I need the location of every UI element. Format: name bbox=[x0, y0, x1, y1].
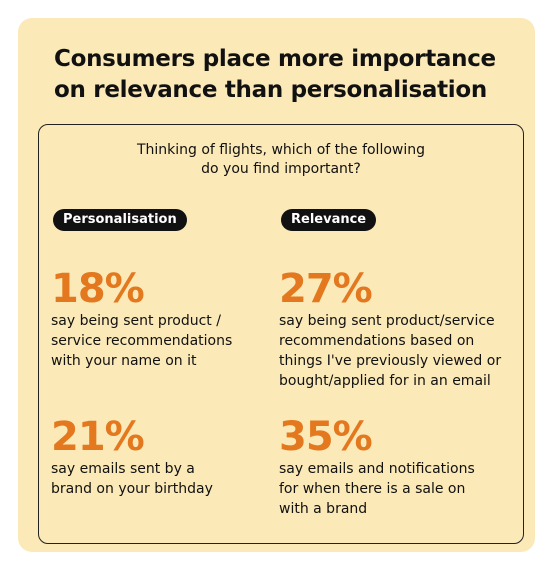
stat-line: service recommendations bbox=[51, 333, 233, 349]
question-line-2: do you find important? bbox=[201, 161, 361, 177]
stat-description: say being sent product/service recommend… bbox=[279, 311, 501, 391]
stat-line: say being sent product / bbox=[51, 313, 221, 329]
stat-personalisation-name: 18% say being sent product / service rec… bbox=[51, 267, 232, 371]
survey-question: Thinking of flights, which of the follow… bbox=[39, 141, 523, 179]
infographic-card: Consumers place more importance on relev… bbox=[18, 18, 535, 552]
stat-line: things I've previously viewed or bbox=[279, 353, 502, 369]
stat-value: 35% bbox=[279, 414, 373, 460]
stat-line: say emails sent by a bbox=[51, 461, 195, 477]
stat-description: say being sent product / service recomme… bbox=[51, 311, 232, 371]
personalisation-column: Personalisation 18% say being sent produ… bbox=[51, 209, 266, 497]
stat-line: recommendations based on bbox=[279, 333, 475, 349]
stat-relevance-sale: 35% say emails and notifications for whe… bbox=[279, 415, 475, 519]
survey-panel: Thinking of flights, which of the follow… bbox=[38, 124, 524, 544]
stat-relevance-history: 27% say being sent product/service recom… bbox=[279, 267, 501, 391]
relevance-badge: Relevance bbox=[281, 209, 377, 231]
stat-line: bought/applied for in an email bbox=[279, 373, 491, 389]
stat-value: 21% bbox=[51, 414, 145, 460]
stat-value: 27% bbox=[279, 266, 373, 312]
stat-description: say emails and notifications for when th… bbox=[279, 459, 475, 519]
question-line-1: Thinking of flights, which of the follow… bbox=[136, 142, 426, 158]
stat-value: 18% bbox=[51, 266, 145, 312]
stat-line: with a brand bbox=[279, 501, 368, 517]
stat-line: say emails and notifications bbox=[279, 461, 475, 477]
personalisation-badge: Personalisation bbox=[53, 209, 187, 231]
headline: Consumers place more importance on relev… bbox=[54, 46, 496, 103]
stat-personalisation-birthday: 21% say emails sent by a brand on your b… bbox=[51, 415, 213, 499]
stat-description: say emails sent by a brand on your birth… bbox=[51, 459, 213, 499]
stat-line: for when there is a sale on bbox=[279, 481, 466, 497]
stat-line: brand on your birthday bbox=[51, 481, 213, 497]
relevance-column: Relevance 27% say being sent product/ser… bbox=[279, 209, 519, 517]
stat-line: with your name on it bbox=[51, 353, 197, 369]
stat-line: say being sent product/service bbox=[279, 313, 495, 329]
